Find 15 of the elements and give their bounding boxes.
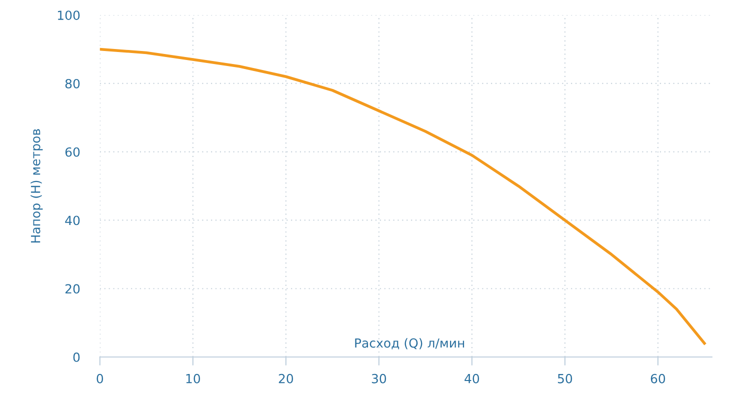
y-tick-label: 60 [65, 147, 80, 157]
y-tick-label: 20 [65, 284, 80, 294]
x-tick-label: 60 [650, 374, 666, 384]
y-tick-label: 100 [58, 10, 80, 20]
x-axis-title: Расход (Q) л/мин [355, 338, 464, 350]
y-axis-title: Напор (H) метров [30, 129, 43, 242]
x-tick-label: 50 [558, 374, 572, 384]
x-tick-label: 20 [278, 374, 294, 384]
x-tick-label: 0 [96, 374, 104, 384]
x-tick-label: 40 [464, 374, 480, 384]
y-tick-label: 80 [65, 78, 80, 88]
y-tick-label: 0 [73, 352, 80, 362]
x-tick-label: 30 [372, 374, 386, 384]
x-tick-label: 10 [186, 374, 200, 384]
y-tick-label: 40 [65, 216, 80, 226]
